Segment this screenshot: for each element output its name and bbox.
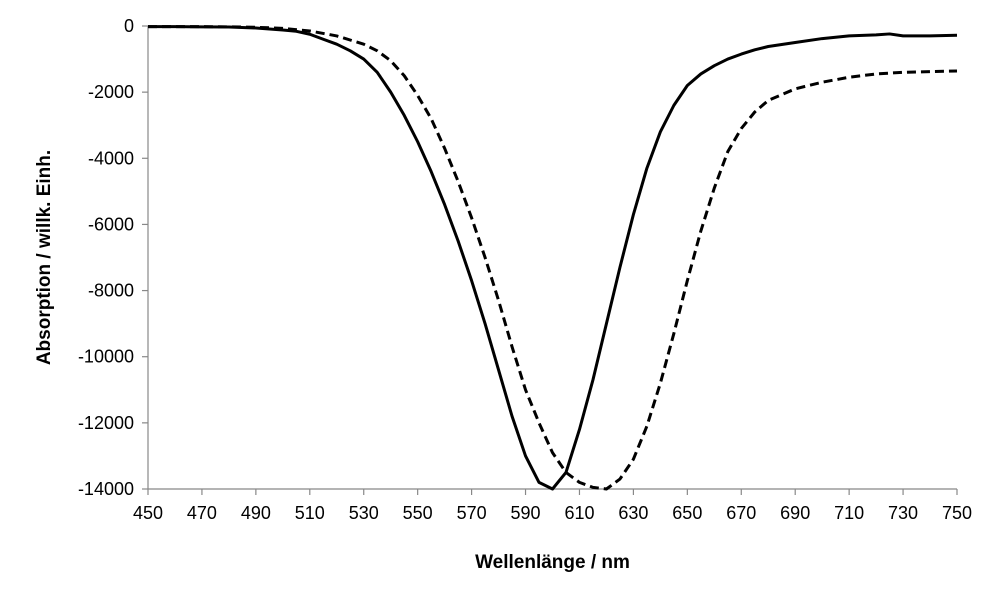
x-tick-label: 670	[726, 503, 756, 523]
y-tick-label: 0	[124, 16, 134, 36]
x-tick-label: 570	[457, 503, 487, 523]
x-tick-label: 610	[564, 503, 594, 523]
y-tick-label: -10000	[78, 347, 134, 367]
x-tick-label: 690	[780, 503, 810, 523]
x-tick-label: 730	[888, 503, 918, 523]
x-tick-label: 710	[834, 503, 864, 523]
y-tick-label: -4000	[88, 148, 134, 168]
y-tick-label: -12000	[78, 413, 134, 433]
y-tick-label: -2000	[88, 82, 134, 102]
x-tick-label: 590	[511, 503, 541, 523]
series-line-dashed	[148, 25, 958, 491]
series-line-solid	[148, 25, 958, 491]
y-axis-title: Absorption / willk. Einh.	[34, 150, 55, 365]
x-tick-label: 450	[133, 503, 163, 523]
x-tick-label: 470	[187, 503, 217, 523]
x-axis-title: Wellenlänge / nm	[475, 552, 630, 573]
y-tick-label: -14000	[78, 479, 134, 499]
x-tick-label: 550	[403, 503, 433, 523]
x-tick-label: 490	[241, 503, 271, 523]
x-tick-label: 650	[672, 503, 702, 523]
y-tick-label: -8000	[88, 281, 134, 301]
series-layer	[148, 25, 958, 491]
x-tick-label: 530	[349, 503, 379, 523]
y-tick-label: -6000	[88, 214, 134, 234]
x-tick-label: 630	[618, 503, 648, 523]
x-tick-label: 750	[942, 503, 972, 523]
x-tick-label: 510	[295, 503, 325, 523]
axes: 0 -2000 -4000 -6000 -8000 -10000 -12000 -14000 4…	[78, 16, 972, 523]
